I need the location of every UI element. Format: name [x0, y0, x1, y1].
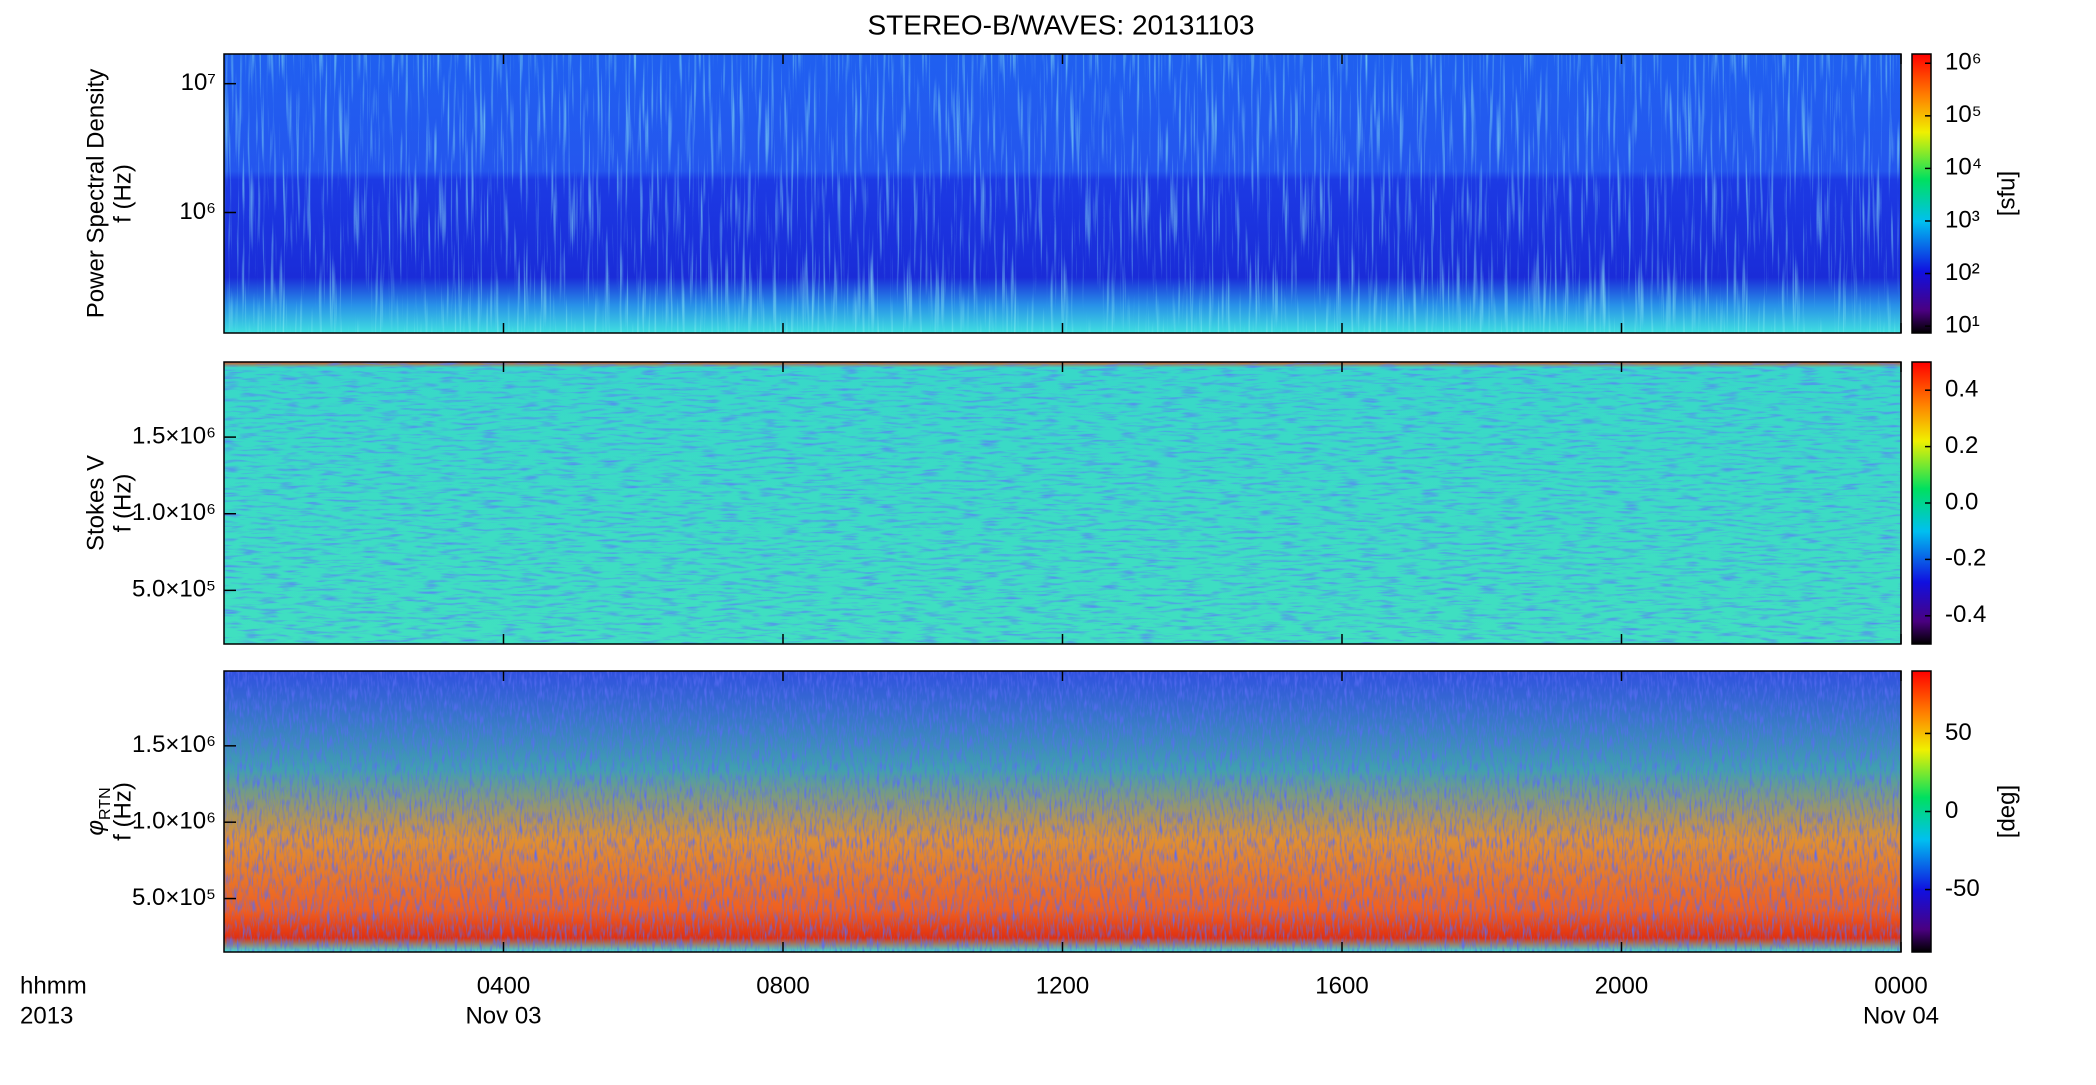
- colorbar-tick-label: 10⁵: [1945, 101, 1982, 128]
- x-tick-label: 0400: [477, 972, 530, 999]
- x-axis-label: hhmm: [20, 972, 87, 999]
- spectrogram-texture: [224, 54, 1901, 333]
- colorbar-label: [sfu]: [1993, 171, 2020, 216]
- spectrogram-texture: [224, 671, 1901, 952]
- colorbar-tick-label: 10³: [1945, 206, 1980, 233]
- y-axis-label: Power Spectral Density: [82, 69, 109, 318]
- colorbar-tick-label: -0.4: [1945, 601, 1986, 628]
- x-tick-label: 0000: [1874, 972, 1927, 999]
- colorbar-tick-label: 10⁴: [1945, 154, 1982, 181]
- y-tick-label: 1.0×10⁶: [132, 808, 216, 835]
- colorbar-label: [deg]: [1993, 785, 2020, 838]
- x-tick-label: 1200: [1036, 972, 1089, 999]
- y-tick-label: 10⁷: [181, 69, 216, 96]
- spectrogram-texture: [224, 362, 1901, 644]
- colorbar-tick-label: 10¹: [1945, 311, 1980, 338]
- colorbar-tick-label: -50: [1945, 875, 1980, 902]
- y-axis-label: f (Hz): [109, 164, 136, 223]
- colorbar: [1911, 53, 1932, 334]
- x-axis-label: 2013: [20, 1002, 73, 1029]
- y-tick-label: 1.0×10⁶: [132, 499, 216, 526]
- y-axis-label: f (Hz): [109, 474, 136, 533]
- x-tick-label: 0800: [756, 972, 809, 999]
- x-tick-label: 1600: [1315, 972, 1368, 999]
- colorbar-tick-label: 10²: [1945, 259, 1980, 286]
- colorbar-tick-label: 50: [1945, 719, 1972, 746]
- chart-title: STEREO-B/WAVES: 20131103: [868, 9, 1255, 40]
- y-axis-label: φRTN: [82, 787, 113, 835]
- colorbar-tick-label: -0.2: [1945, 545, 1986, 572]
- x-date-label: Nov 03: [465, 1002, 541, 1029]
- colorbar-tick-label: 0: [1945, 797, 1958, 824]
- y-axis-label-subscript: RTN: [97, 787, 114, 820]
- x-tick-label: 2000: [1595, 972, 1648, 999]
- y-tick-label: 5.0×10⁵: [132, 576, 216, 603]
- y-axis-label: f (Hz): [109, 782, 136, 841]
- y-axis-label-symbol: φ: [82, 820, 109, 836]
- colorbar-tick-label: 0.2: [1945, 432, 1978, 459]
- y-tick-label: 10⁶: [179, 198, 216, 225]
- colorbar-tick-label: 0.4: [1945, 376, 1978, 403]
- y-tick-label: 1.5×10⁶: [132, 731, 216, 758]
- y-tick-label: 1.5×10⁶: [132, 422, 216, 449]
- y-tick-label: 5.0×10⁵: [132, 884, 216, 911]
- y-axis-label: Stokes V: [82, 455, 109, 551]
- x-date-label: Nov 04: [1863, 1002, 1939, 1029]
- colorbar-tick-label: 0.0: [1945, 488, 1978, 515]
- colorbar-tick-label: 10⁶: [1945, 49, 1982, 76]
